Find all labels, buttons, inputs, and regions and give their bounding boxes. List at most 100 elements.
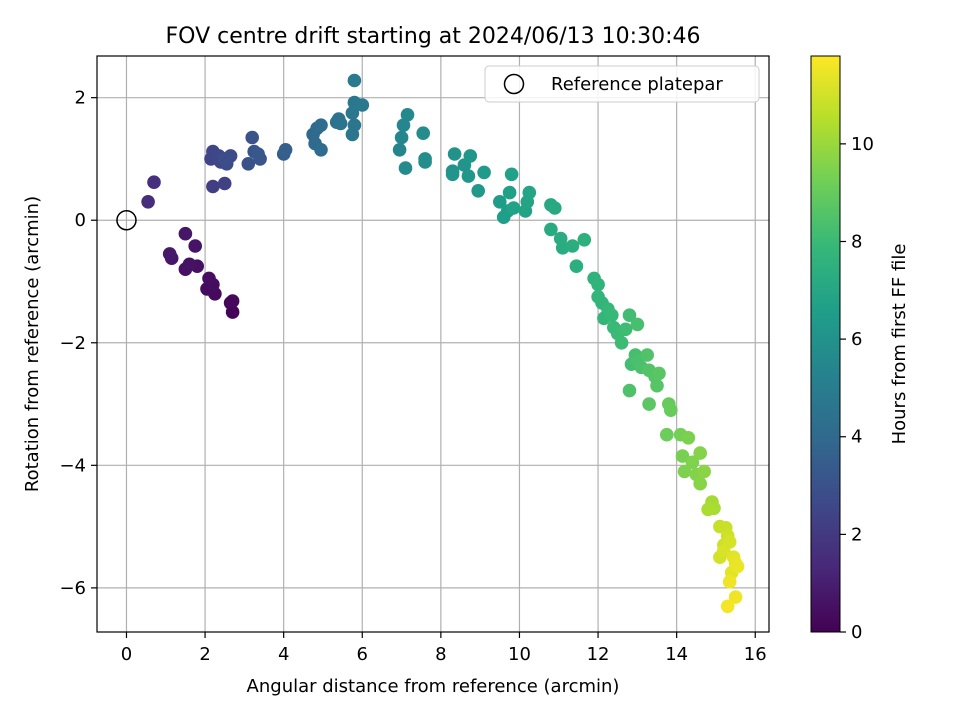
data-point: [728, 590, 743, 604]
data-point: [251, 147, 265, 161]
y-tick-label: −2: [59, 333, 86, 354]
legend: Reference platepar: [484, 65, 760, 103]
data-point: [693, 446, 707, 460]
data-point: [548, 201, 562, 215]
colorbar-ticks: 0 2 4 6 8 10: [840, 134, 874, 643]
data-point: [642, 397, 656, 411]
x-tick-label: 14: [665, 644, 688, 665]
data-point: [345, 106, 360, 120]
data-point: [660, 427, 674, 442]
data-point: [188, 239, 202, 253]
y-tick-label: 2: [75, 88, 86, 109]
data-point: [664, 403, 678, 418]
colorbar-label: Hours from first FF file: [889, 244, 910, 445]
data-point: [544, 222, 558, 237]
colorbar: 0 2 4 6 8 10 Hours from first FF file: [810, 55, 910, 643]
data-point: [504, 167, 519, 182]
data-point: [730, 559, 745, 574]
data-point: [217, 176, 232, 191]
colorbar-tick-label: 0: [851, 622, 862, 643]
data-point: [178, 226, 193, 241]
data-point: [622, 308, 637, 323]
data-point: [241, 157, 256, 171]
data-point: [392, 143, 407, 157]
data-point: [245, 130, 259, 145]
data-point: [225, 294, 240, 308]
data-point: [569, 259, 584, 274]
x-axis-ticks: 0 2 4 6 8 10 12 14 16: [121, 632, 767, 665]
y-tick-label: −4: [59, 455, 86, 476]
data-point: [400, 108, 415, 122]
data-point: [493, 195, 507, 209]
data-point: [182, 257, 197, 272]
data-point: [347, 73, 362, 88]
data-point: [471, 184, 486, 198]
x-tick-label: 12: [587, 644, 610, 665]
legend-reference-marker: [503, 73, 525, 95]
data-point: [418, 155, 432, 169]
data-point: [685, 455, 700, 470]
data-point: [650, 378, 664, 393]
x-tick-label: 2: [199, 644, 210, 665]
data-point: [675, 449, 690, 463]
data-point: [396, 118, 411, 132]
data-point: [347, 118, 362, 132]
data-point: [618, 322, 633, 337]
reference-marker: [116, 209, 137, 231]
data-point: [577, 233, 592, 247]
x-tick-label: 8: [435, 644, 446, 665]
x-tick-label: 0: [121, 644, 132, 665]
data-point: [717, 544, 731, 558]
data-point: [605, 308, 619, 323]
data-point: [522, 185, 537, 200]
legend-label: Reference platepar: [551, 74, 723, 95]
grid-lines: [97, 56, 769, 632]
data-point: [722, 575, 737, 589]
data-point: [141, 195, 155, 209]
data-point: [147, 175, 161, 189]
reference-point-marker: [116, 209, 137, 231]
data-point: [701, 502, 715, 517]
data-point: [640, 348, 654, 362]
data-point: [206, 179, 220, 194]
data-point: [677, 464, 692, 479]
data-point: [445, 167, 460, 182]
data-point: [506, 201, 521, 215]
x-tick-label: 4: [278, 644, 289, 665]
data-point: [720, 599, 735, 614]
colorbar-tick-label: 2: [851, 524, 862, 545]
data-point: [314, 143, 328, 157]
data-point: [394, 130, 409, 145]
data-point: [278, 143, 293, 157]
colorbar-tick-label: 4: [851, 427, 862, 448]
x-tick-label: 10: [508, 644, 531, 665]
data-point: [477, 165, 491, 180]
data-point: [622, 383, 637, 398]
data-point: [202, 271, 216, 286]
data-point: [681, 431, 696, 445]
data-point: [355, 98, 370, 112]
x-tick-label: 16: [744, 644, 767, 665]
data-points: [141, 73, 745, 614]
plot-area-frame: [96, 55, 770, 633]
data-point: [697, 464, 711, 479]
data-point: [333, 116, 348, 131]
data-point: [614, 336, 629, 350]
data-point: [416, 126, 431, 140]
data-point: [502, 185, 517, 200]
data-point: [463, 149, 478, 163]
data-point: [630, 317, 645, 332]
x-tick-label: 6: [357, 644, 368, 665]
colorbar-tick-label: 10: [851, 134, 874, 155]
y-tick-label: 0: [75, 210, 86, 231]
colorbar-tick-label: 6: [851, 329, 862, 350]
data-point: [398, 161, 413, 175]
data-point: [591, 277, 605, 292]
colorbar-tick-label: 8: [851, 231, 862, 252]
x-axis-label: Angular distance from reference (arcmin): [247, 676, 620, 697]
data-point: [461, 169, 476, 183]
data-point: [162, 247, 177, 261]
y-axis-ticks: −6 −4 −2 0 2: [59, 88, 97, 599]
